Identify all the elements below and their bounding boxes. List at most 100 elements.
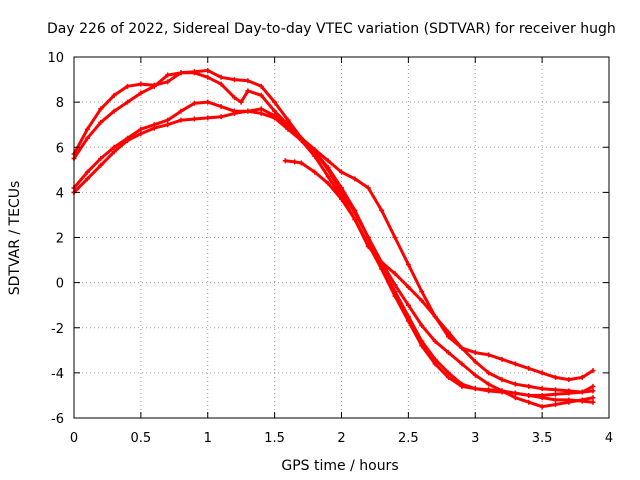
data-point (285, 117, 291, 123)
data-point (446, 334, 451, 340)
series-line-satellite-track-4 (72, 107, 595, 382)
data-point (392, 271, 398, 277)
series-markers-satellite-track-2 (71, 70, 596, 410)
series-markers-satellite-track-4 (71, 106, 596, 383)
data-point (446, 329, 451, 335)
data-point (392, 235, 398, 240)
data-point (446, 374, 451, 380)
data-point (379, 266, 385, 272)
data-point (285, 124, 291, 130)
x-axis-tick-labels: 0 0.5 1 1.5 2 2.5 3 3.5 4 (70, 431, 613, 446)
x-tick-label: 3.5 (532, 431, 553, 446)
data-point (245, 88, 251, 94)
data-point (339, 196, 344, 202)
data-point (125, 137, 130, 143)
data-point (84, 135, 90, 141)
data-point (298, 160, 304, 166)
data-point (446, 370, 451, 376)
y-tick-label: 6 (56, 141, 64, 156)
data-point (499, 388, 505, 394)
data-point (419, 298, 425, 304)
data-point (111, 144, 117, 150)
data-point (405, 318, 411, 324)
data-point (590, 399, 596, 405)
data-point (232, 77, 237, 83)
data-point (512, 395, 518, 401)
data-point (138, 90, 144, 96)
data-point (405, 262, 411, 268)
y-tick-label: -6 (51, 412, 64, 427)
y-axis-tick-labels: -6 -4 -2 0 2 4 6 8 10 (47, 51, 64, 427)
x-tick-label: 1.5 (264, 431, 285, 446)
data-point (325, 174, 331, 180)
data-point (98, 162, 104, 168)
data-point (178, 117, 184, 123)
data-point (352, 210, 358, 216)
data-point (165, 79, 171, 85)
data-point (432, 313, 438, 319)
x-tick-label: 0.5 (131, 431, 152, 446)
data-point (459, 361, 465, 367)
chart-title: Day 226 of 2022, Sidereal Day-to-day VTE… (47, 21, 616, 37)
grid (74, 57, 609, 418)
series-line-satellite-track-1 (72, 69, 595, 397)
data-point (165, 72, 171, 78)
data-point (98, 119, 104, 125)
data-point (499, 377, 505, 383)
data-point (365, 235, 371, 240)
data-point (245, 78, 251, 84)
data-point (539, 404, 545, 410)
data-point (352, 176, 358, 182)
data-point (178, 70, 184, 76)
data-point (272, 108, 278, 114)
data-point (258, 83, 264, 89)
data-point (392, 282, 398, 288)
data-point (365, 244, 371, 250)
data-point (292, 159, 298, 165)
series-line-satellite-track-3 (72, 100, 595, 404)
series-markers-satellite-track-1 (71, 68, 596, 398)
data-point (312, 169, 318, 175)
data-point (486, 352, 492, 358)
data-point (553, 401, 558, 407)
data-point (499, 356, 505, 362)
data-point (258, 92, 264, 98)
x-axis-label: GPS time / hours (281, 458, 398, 474)
data-point (272, 113, 278, 119)
x-tick-label: 2.5 (398, 431, 419, 446)
data-point (405, 302, 411, 308)
data-point (178, 108, 184, 114)
data-point (218, 81, 224, 87)
y-tick-label: 0 (56, 277, 64, 292)
data-point (138, 131, 144, 137)
data-point (486, 381, 492, 387)
data-point (138, 126, 144, 132)
data-point (459, 383, 465, 389)
data-point (526, 392, 532, 398)
data-point (472, 350, 478, 356)
data-point (512, 390, 518, 396)
data-point (165, 122, 171, 128)
data-point (84, 169, 90, 175)
data-point (432, 338, 438, 344)
data-point (205, 115, 211, 121)
data-point (590, 383, 596, 389)
data-point (539, 370, 545, 376)
data-point (298, 135, 304, 141)
axis-ticks (73, 56, 610, 419)
data-point (312, 147, 318, 153)
data-point (553, 391, 558, 397)
data-point (405, 284, 411, 290)
data-point (392, 293, 398, 299)
data-point (365, 185, 371, 191)
data-point (553, 374, 558, 380)
x-tick-label: 4 (605, 431, 613, 446)
data-point (566, 377, 572, 383)
data-point (191, 100, 197, 106)
x-tick-label: 0 (70, 431, 78, 446)
y-tick-label: 10 (47, 51, 64, 66)
data-point (526, 365, 532, 371)
data-point (325, 167, 331, 173)
data-point (218, 114, 224, 120)
